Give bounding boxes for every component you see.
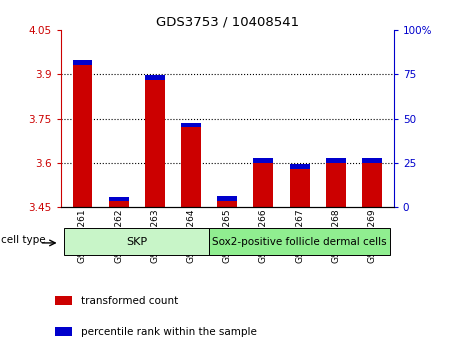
Text: SKP: SKP [126,236,147,247]
Bar [209,228,390,255]
Bar [181,123,201,127]
Bar [217,201,237,207]
Bar [290,169,310,207]
Title: GDS3753 / 10408541: GDS3753 / 10408541 [156,16,299,29]
Bar [326,158,346,163]
Bar [217,196,237,201]
Bar [109,197,129,201]
Bar [253,158,274,163]
Bar [326,163,346,207]
Text: cell type: cell type [1,235,46,245]
Text: percentile rank within the sample: percentile rank within the sample [81,327,256,337]
Bar [253,163,274,207]
Bar [72,60,92,65]
Bar [55,327,72,336]
Bar [145,80,165,207]
Bar [72,65,92,207]
Bar [362,163,382,207]
Bar [181,127,201,207]
Bar [55,296,72,305]
Bar [64,228,209,255]
Bar [362,158,382,163]
Text: Sox2-positive follicle dermal cells: Sox2-positive follicle dermal cells [212,236,387,247]
Text: transformed count: transformed count [81,296,178,306]
Bar [290,164,310,169]
Bar [145,75,165,80]
Bar [109,201,129,207]
